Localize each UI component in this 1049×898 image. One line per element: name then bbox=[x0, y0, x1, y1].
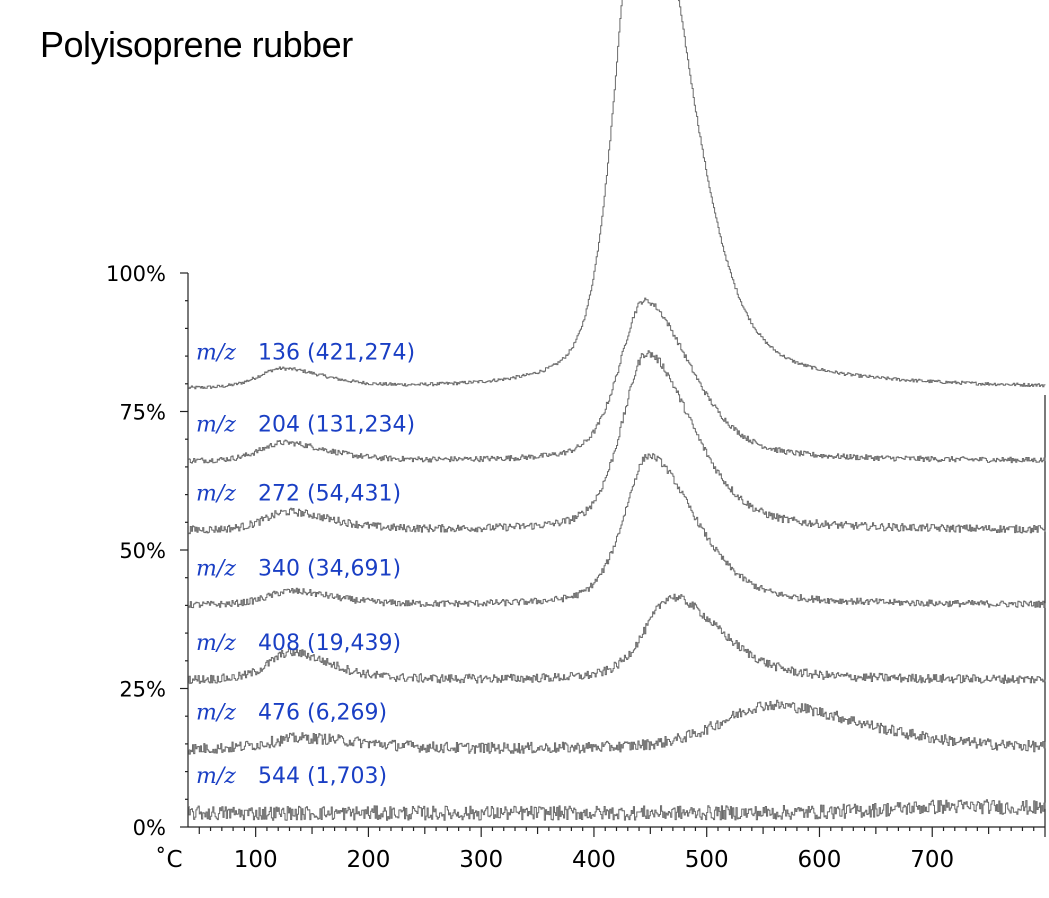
mz-label: m/z bbox=[196, 412, 236, 437]
series-label-mz-204: m/z 204 (131,234) bbox=[196, 412, 415, 437]
trace-mz-204 bbox=[188, 297, 1046, 464]
mz-value: 204 (131,234) bbox=[258, 412, 415, 437]
mz-label: m/z bbox=[196, 764, 236, 789]
series-label-mz-408: m/z 408 (19,439) bbox=[196, 631, 401, 656]
trace-mz-136 bbox=[188, 0, 1046, 390]
series-label-mz-476: m/z 476 (6,269) bbox=[196, 700, 387, 725]
trace-mz-544 bbox=[188, 799, 1046, 821]
x-tick-label: 200 bbox=[346, 847, 390, 873]
trace-mz-272 bbox=[188, 350, 1046, 535]
x-tick-label: 300 bbox=[459, 847, 503, 873]
traces bbox=[188, 0, 1046, 821]
series-labels: m/z 136 (421,274) m/z 204 (131,234) m/z 272 (… bbox=[196, 340, 415, 789]
x-tick-label: 500 bbox=[685, 847, 729, 873]
y-tick-label: 50% bbox=[119, 539, 166, 563]
tick-marks: 0% 25% 50% 75% 100% 100 200 300 400 500 600 700 ˚C bbox=[106, 262, 1046, 873]
x-unit-label: ˚C bbox=[155, 846, 183, 873]
x-tick-label: 100 bbox=[234, 847, 278, 873]
mz-label: m/z bbox=[196, 340, 236, 365]
mz-label: m/z bbox=[196, 700, 236, 725]
series-label-mz-544: m/z 544 (1,703) bbox=[196, 764, 387, 789]
mz-value: 136 (421,274) bbox=[258, 340, 415, 365]
trace-mz-408 bbox=[188, 593, 1046, 685]
series-label-mz-340: m/z 340 (34,691) bbox=[196, 556, 401, 581]
chart-title: Polyisoprene rubber bbox=[40, 24, 353, 65]
mz-value: 272 (54,431) bbox=[258, 482, 401, 507]
mz-label: m/z bbox=[196, 482, 236, 507]
mz-label: m/z bbox=[196, 556, 236, 581]
mz-value: 340 (34,691) bbox=[258, 556, 401, 581]
mz-value: 408 (19,439) bbox=[258, 631, 401, 656]
x-tick-label: 600 bbox=[798, 847, 842, 873]
series-label-mz-272: m/z 272 (54,431) bbox=[196, 482, 401, 507]
series-label-mz-136: m/z 136 (421,274) bbox=[196, 340, 415, 365]
trace-mz-476 bbox=[188, 699, 1046, 755]
x-tick-label: 400 bbox=[572, 847, 616, 873]
mz-value: 544 (1,703) bbox=[258, 764, 387, 789]
mz-label: m/z bbox=[196, 631, 236, 656]
y-tick-label: 100% bbox=[106, 262, 166, 286]
y-tick-label: 0% bbox=[133, 816, 166, 840]
y-tick-label: 25% bbox=[119, 678, 166, 702]
trace-mz-340 bbox=[188, 453, 1046, 609]
y-tick-label: 75% bbox=[119, 401, 166, 425]
mz-value: 476 (6,269) bbox=[258, 700, 387, 725]
x-tick-label: 700 bbox=[910, 847, 954, 873]
